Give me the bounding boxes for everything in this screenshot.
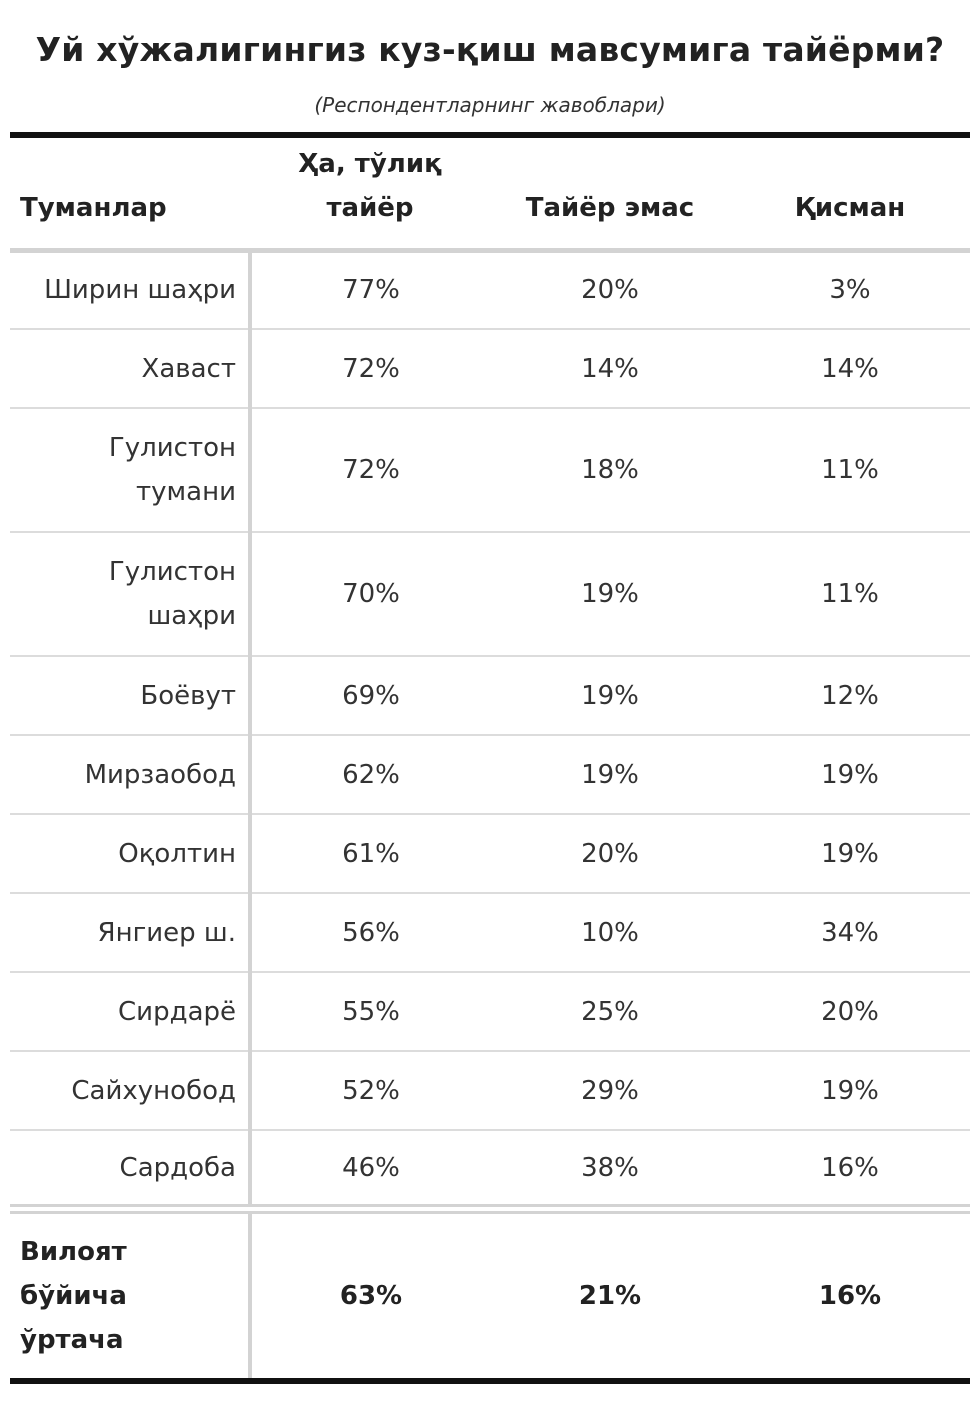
table-row: Хаваст 72% 14% 14% bbox=[10, 329, 970, 409]
table-row: Мирзаобод 62% 19% 19% bbox=[10, 735, 970, 815]
table-row: Янгиер ш. 56% 10% 34% bbox=[10, 893, 970, 973]
district-name: Ширин шаҳри bbox=[10, 250, 252, 330]
not-ready-value: 38% bbox=[581, 1152, 639, 1183]
fully-ready-value: 56% bbox=[250, 893, 490, 973]
regional-average-row: Вилоят бўйича ўртача 63% 21% 16% bbox=[10, 1204, 970, 1384]
fully-ready-value: 70% bbox=[250, 532, 490, 657]
district-name: Гулистон шаҳри bbox=[10, 532, 252, 657]
header-district: Туманлар bbox=[10, 138, 250, 253]
partial-value: 11% bbox=[730, 408, 970, 533]
header-partial: Қисман bbox=[730, 138, 970, 253]
top-rule bbox=[10, 132, 970, 138]
district-name: Сирдарё bbox=[10, 972, 252, 1052]
partial-value: 19% bbox=[730, 735, 970, 815]
table-row: Ширин шаҳри 77% 20% 3% bbox=[10, 250, 970, 330]
not-ready-value: 20% bbox=[490, 814, 730, 894]
header-not-ready: Тайёр эмас bbox=[490, 138, 730, 253]
partial-value: 11% bbox=[730, 532, 970, 657]
district-name: Хаваст bbox=[10, 329, 252, 409]
partial-value: 19% bbox=[730, 814, 970, 894]
table-title: Уй хўжалигингиз куз-қиш мавсумига тайёрм… bbox=[35, 30, 945, 69]
district-name: Боёвут bbox=[10, 656, 252, 736]
not-ready-value: 14% bbox=[490, 329, 730, 409]
district-name: Сайхунобод bbox=[10, 1051, 252, 1131]
table-row: Сайхунобод 52% 29% 19% bbox=[10, 1051, 970, 1131]
table-body: Ширин шаҳри 77% 20% 3% Хаваст 72% 14% 14… bbox=[10, 250, 970, 1209]
partial-value: 34% bbox=[730, 893, 970, 973]
partial-value: 16% bbox=[821, 1152, 879, 1183]
fully-ready-value: 69% bbox=[250, 656, 490, 736]
average-fully-ready-value: 63% bbox=[250, 1204, 490, 1384]
table-subtitle: (Респондентларнинг жавоблари) bbox=[314, 93, 666, 117]
fully-ready-value: 72% bbox=[250, 329, 490, 409]
district-name: Гулистон тумани bbox=[10, 408, 252, 533]
partial-value: 14% bbox=[730, 329, 970, 409]
regional-average-label-line2: бўйича bbox=[20, 1281, 127, 1311]
regional-average-label-line1: Вилоят bbox=[20, 1237, 127, 1267]
not-ready-value: 19% bbox=[490, 532, 730, 657]
table-header: Туманлар Ҳа, тўлиқ тайёр Тайёр эмас Қисма… bbox=[10, 138, 970, 253]
table-footer: Вилоят бўйича ўртача 63% 21% 16% bbox=[10, 1204, 970, 1384]
fully-ready-value: 77% bbox=[250, 250, 490, 330]
regional-average-label: Вилоят бўйича ўртача bbox=[10, 1204, 252, 1384]
not-ready-value: 20% bbox=[490, 250, 730, 330]
partial-value: 3% bbox=[730, 250, 970, 330]
fully-ready-value: 46% bbox=[342, 1152, 400, 1183]
header-row: Туманлар Ҳа, тўлиқ тайёр Тайёр эмас Қисма… bbox=[10, 138, 970, 253]
table-row: Оқолтин 61% 20% 19% bbox=[10, 814, 970, 894]
not-ready-value: 29% bbox=[490, 1051, 730, 1131]
partial-value: 19% bbox=[730, 1051, 970, 1131]
partial-value: 12% bbox=[730, 656, 970, 736]
regional-average-label-line3: ўртача bbox=[20, 1325, 124, 1355]
district-name: Янгиер ш. bbox=[10, 893, 252, 973]
readiness-table: Туманлар Ҳа, тўлиқ тайёр Тайёр эмас Қисма… bbox=[10, 138, 970, 1384]
not-ready-value: 19% bbox=[490, 735, 730, 815]
header-fully-ready-line1: Ҳа, тўлиқ bbox=[298, 148, 442, 179]
average-partial-value: 16% bbox=[730, 1204, 970, 1384]
fully-ready-value: 55% bbox=[250, 972, 490, 1052]
table-row: Сирдарё 55% 25% 20% bbox=[10, 972, 970, 1052]
table-row: Гулистон шаҳри 70% 19% 11% bbox=[10, 532, 970, 657]
fully-ready-value: 72% bbox=[250, 408, 490, 533]
district-name: Сардоба bbox=[10, 1130, 252, 1209]
table-row: Сардоба 46% 38% 16% bbox=[10, 1130, 970, 1209]
fully-ready-value: 62% bbox=[250, 735, 490, 815]
not-ready-value: 25% bbox=[490, 972, 730, 1052]
not-ready-value: 10% bbox=[490, 893, 730, 973]
district-name: Мирзаобод bbox=[10, 735, 252, 815]
fully-ready-value: 52% bbox=[250, 1051, 490, 1131]
not-ready-value: 18% bbox=[490, 408, 730, 533]
district-name: Оқолтин bbox=[10, 814, 252, 894]
table-row: Гулистон тумани 72% 18% 11% bbox=[10, 408, 970, 533]
partial-value: 20% bbox=[730, 972, 970, 1052]
header-fully-ready-line2: тайёр bbox=[326, 192, 414, 223]
average-not-ready-value: 21% bbox=[490, 1204, 730, 1384]
table-row: Боёвут 69% 19% 12% bbox=[10, 656, 970, 736]
fully-ready-value: 61% bbox=[250, 814, 490, 894]
header-fully-ready: Ҳа, тўлиқ тайёр bbox=[250, 138, 490, 253]
not-ready-value: 19% bbox=[490, 656, 730, 736]
